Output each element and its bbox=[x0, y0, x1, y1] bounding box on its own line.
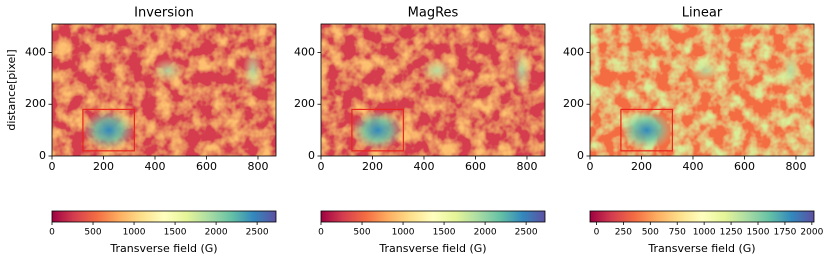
panel-title: Inversion bbox=[134, 6, 194, 21]
x-tick-label: 0 bbox=[318, 160, 325, 173]
heatmap-feature bbox=[151, 58, 184, 83]
y-tick-label: 200 bbox=[563, 97, 584, 110]
colorbar bbox=[51, 210, 277, 223]
x-tick-label: 800 bbox=[785, 160, 806, 173]
colorbar-tick-label: 750 bbox=[669, 228, 686, 238]
x-tick-label: 0 bbox=[49, 160, 56, 173]
panel-title: MagRes bbox=[408, 6, 459, 21]
region-box bbox=[351, 108, 404, 152]
y-tick-label: 400 bbox=[563, 45, 584, 58]
colorbar-tick-label: 1000 bbox=[693, 228, 716, 238]
y-tick-label: 200 bbox=[294, 97, 315, 110]
colorbar-tick-label: 1500 bbox=[164, 228, 187, 238]
x-tick-label: 800 bbox=[516, 160, 537, 173]
heatmap-feature bbox=[420, 58, 453, 83]
colorbar-tick-label: 2000 bbox=[474, 228, 497, 238]
y-tick-label: 200 bbox=[25, 97, 46, 110]
x-tick-label: 800 bbox=[247, 160, 268, 173]
colorbar bbox=[589, 210, 815, 223]
colorbar-label: Transverse field (G) bbox=[378, 242, 486, 255]
x-tick-label: 400 bbox=[144, 160, 165, 173]
y-tick-label: 0 bbox=[308, 149, 315, 162]
colorbar-tick-label: 1750 bbox=[773, 228, 796, 238]
axes-frame bbox=[589, 23, 815, 157]
region-box bbox=[620, 108, 673, 152]
colorbar-tick-label: 0 bbox=[318, 228, 324, 238]
colorbar-tick-label: 1250 bbox=[720, 228, 743, 238]
heatmap-feature bbox=[82, 110, 135, 151]
y-tick-label: 400 bbox=[294, 45, 315, 58]
x-tick-label: 200 bbox=[362, 160, 383, 173]
colorbar bbox=[320, 210, 546, 223]
colorbar-tick-label: 0 bbox=[594, 228, 600, 238]
x-tick-label: 0 bbox=[587, 160, 594, 173]
colorbar-tick-label: 2000 bbox=[800, 228, 823, 238]
axes-frame bbox=[51, 23, 277, 157]
region-box bbox=[82, 108, 135, 152]
x-tick-label: 200 bbox=[93, 160, 114, 173]
heatmap-feature bbox=[620, 110, 673, 151]
y-axis-label: distance[pixel] bbox=[5, 49, 18, 130]
x-tick-label: 200 bbox=[631, 160, 652, 173]
colorbar-label: Transverse field (G) bbox=[647, 242, 755, 255]
colorbar-tick-label: 500 bbox=[642, 228, 659, 238]
colorbar-tick-label: 2500 bbox=[515, 228, 538, 238]
x-tick-label: 600 bbox=[734, 160, 755, 173]
heatmap-feature bbox=[351, 110, 404, 151]
x-tick-label: 600 bbox=[465, 160, 486, 173]
colorbar-tick-label: 1000 bbox=[392, 228, 415, 238]
y-tick-label: 0 bbox=[39, 149, 46, 162]
y-tick-label: 400 bbox=[25, 45, 46, 58]
colorbar-tick-label: 1000 bbox=[123, 228, 146, 238]
axes-frame bbox=[320, 23, 546, 157]
y-tick-label: 0 bbox=[577, 149, 584, 162]
colorbar-tick-label: 1500 bbox=[747, 228, 770, 238]
heatmap-feature bbox=[242, 48, 263, 93]
heatmap-feature bbox=[780, 48, 801, 93]
heatmap-feature bbox=[689, 58, 722, 83]
colorbar-tick-label: 500 bbox=[353, 228, 370, 238]
x-tick-label: 400 bbox=[682, 160, 703, 173]
panel-title: Linear bbox=[682, 6, 723, 21]
colorbar-label: Transverse field (G) bbox=[109, 242, 217, 255]
x-tick-label: 600 bbox=[196, 160, 217, 173]
colorbar-tick-label: 2000 bbox=[205, 228, 228, 238]
colorbar-tick-label: 1500 bbox=[433, 228, 456, 238]
colorbar-tick-label: 2500 bbox=[246, 228, 269, 238]
x-tick-label: 400 bbox=[413, 160, 434, 173]
colorbar-tick-label: 250 bbox=[615, 228, 632, 238]
colorbar-tick-label: 500 bbox=[84, 228, 101, 238]
heatmap-feature bbox=[511, 48, 532, 93]
colorbar-tick-label: 0 bbox=[49, 228, 55, 238]
